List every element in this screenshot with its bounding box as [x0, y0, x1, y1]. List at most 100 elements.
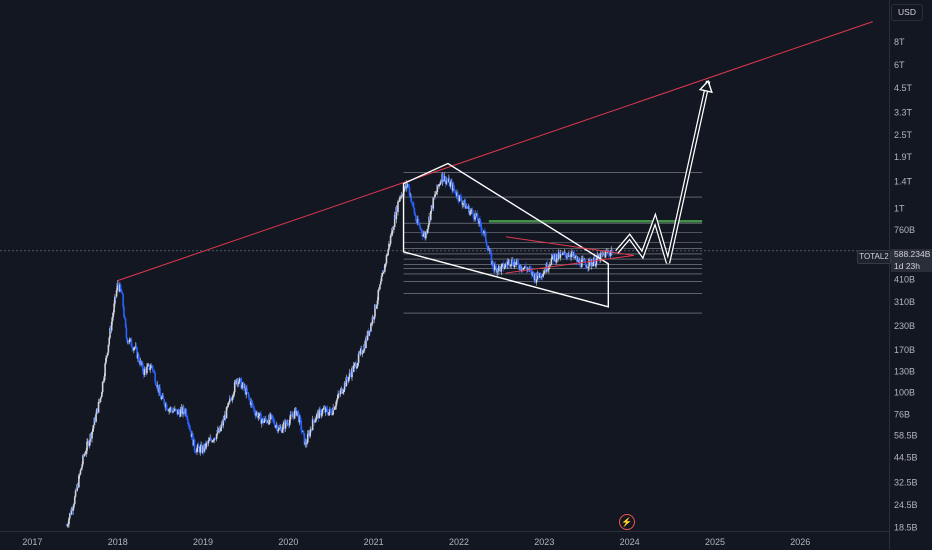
candle-body [580, 266, 582, 268]
candle-body [170, 407, 173, 410]
currency-button[interactable]: USD [891, 4, 923, 21]
candle-body [553, 254, 556, 261]
candle-body [512, 259, 514, 265]
candle-body [513, 261, 516, 268]
candle-body [451, 182, 453, 191]
candle-body [245, 388, 248, 395]
lightning-icon[interactable]: ⚡ [619, 514, 635, 530]
candle-body [589, 259, 592, 266]
candle-body [324, 407, 327, 413]
candle-body [235, 380, 238, 385]
candle-body [516, 259, 518, 263]
candle-body [160, 397, 163, 400]
candle-body [403, 186, 406, 191]
candle-body [96, 408, 98, 414]
candle-body [414, 213, 416, 217]
candle-body [179, 409, 182, 417]
candle-body [154, 373, 156, 383]
candle-body [105, 357, 107, 364]
candle-body [506, 264, 508, 266]
projection-path-inner [616, 80, 710, 264]
candle-body [575, 256, 577, 258]
candle-body [199, 446, 202, 453]
candle-body [449, 182, 452, 187]
candle-body [339, 390, 342, 395]
candle-body [608, 254, 611, 256]
candle-body [207, 440, 210, 444]
candle-body [522, 267, 525, 271]
candle-body [392, 228, 394, 230]
candle-body [410, 194, 412, 203]
candle-body [251, 401, 253, 404]
candle-body [376, 300, 379, 306]
time-axis[interactable]: 2017 2018 2019 2020 2021 2022 2023 2024 2025 2026 [22, 537, 810, 547]
symbol-label: TOTAL2 [857, 250, 891, 264]
candle-body [232, 396, 234, 398]
candle-body [555, 259, 558, 263]
candle-body [501, 264, 503, 266]
candle-body [608, 251, 610, 255]
candle-body [499, 266, 502, 272]
candle-body [355, 362, 357, 369]
candle-body [544, 270, 547, 272]
candle-body [489, 250, 491, 252]
candle-body [302, 430, 305, 434]
candle-body [108, 337, 111, 345]
candle-body [454, 190, 457, 194]
price-axis-label: 6T [894, 60, 905, 70]
candle-body [407, 184, 410, 187]
candle-body [93, 417, 96, 426]
candle-body [333, 407, 335, 410]
candle-body [223, 419, 225, 421]
candle-body [239, 378, 242, 379]
candle-body [520, 265, 522, 270]
candle-body [485, 241, 488, 246]
candle-body [350, 374, 353, 378]
candle-body [603, 253, 606, 258]
candle-body [289, 414, 292, 420]
price-axis-label: 1.9T [894, 152, 913, 162]
candle-body [119, 284, 121, 292]
candle-body [589, 258, 591, 260]
candle-body [348, 372, 351, 377]
candle-body [210, 438, 212, 441]
candle-body [269, 415, 271, 420]
candle-body [133, 348, 135, 351]
time-axis-label: 2023 [534, 537, 554, 547]
candle-body [73, 504, 75, 508]
candle-body [315, 414, 318, 419]
candle-body [397, 201, 399, 212]
candle-body [184, 409, 187, 414]
candle-body [457, 192, 459, 199]
candle-body [462, 203, 465, 205]
candle-body [431, 205, 434, 209]
candle-body [81, 464, 83, 468]
candle-body [475, 213, 478, 216]
candle-body [521, 269, 523, 271]
candle-body [271, 415, 274, 419]
candle-body [283, 421, 285, 425]
candle-body [316, 412, 319, 415]
candle-body [77, 484, 79, 488]
candle-body [516, 259, 519, 263]
candle-body [389, 235, 392, 244]
candle-body [257, 416, 260, 418]
candle-body [78, 474, 81, 476]
candle-body [90, 433, 92, 439]
candle-body [322, 409, 325, 410]
candle-body [549, 264, 552, 266]
candle-body [420, 229, 423, 234]
candle-body [471, 209, 473, 211]
candle-body [127, 341, 129, 343]
candle-body [528, 267, 531, 270]
candle-body [494, 264, 497, 267]
candle-body [253, 408, 256, 413]
candle-body [435, 192, 438, 195]
candle-body [398, 197, 401, 202]
candle-body [202, 446, 205, 452]
candle-body [242, 382, 245, 388]
candle-body [554, 254, 557, 263]
candle-body [606, 251, 608, 253]
candle-body [552, 254, 554, 256]
